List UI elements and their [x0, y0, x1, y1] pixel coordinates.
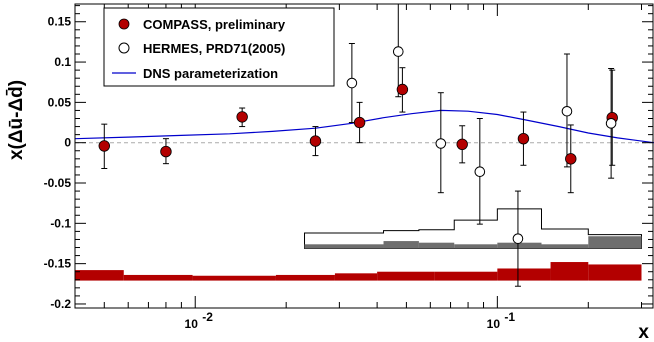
y-tick-label-0: 0.15 — [48, 15, 72, 29]
band-0-step-9 — [588, 264, 642, 281]
compass-point-6 — [456, 138, 468, 151]
systematic-bands — [75, 208, 642, 281]
y-tick-label-6: -0.15 — [44, 257, 72, 271]
x-tick-exponent-0: -2 — [202, 310, 213, 324]
hermes-point-3 — [474, 166, 486, 178]
band-1-step-3 — [454, 220, 498, 249]
y-tick-label-1: 0.1 — [54, 55, 71, 69]
hermes-point-6 — [605, 118, 617, 129]
band-0-step-5 — [377, 271, 435, 281]
y-tick-label-4: -0.05 — [44, 176, 72, 190]
compass-point-4 — [353, 116, 366, 129]
band-1-step-5 — [541, 228, 589, 249]
dns-curve — [74, 109, 654, 144]
band-2-step-2 — [418, 242, 455, 249]
legend: COMPASS, preliminary HERMES, PRD71(2005)… — [103, 7, 335, 87]
band-0-step-8 — [550, 262, 589, 281]
compass-point-3 — [309, 135, 322, 147]
compass-point-1 — [160, 145, 172, 158]
compass-point-5 — [396, 83, 409, 96]
y-tick-label-7: -0.2 — [50, 297, 71, 311]
band-2-step-6 — [588, 236, 642, 249]
band-0-step-2 — [192, 275, 276, 281]
band-0-step-1 — [123, 274, 193, 281]
band-0-step-0 — [75, 270, 124, 281]
hermes-point-0 — [346, 77, 358, 89]
band-0-step-6 — [434, 271, 498, 281]
band-2-step-4 — [497, 242, 542, 249]
hermes-point-2 — [435, 138, 447, 149]
compass-point-8 — [565, 153, 577, 165]
dns-curve-group — [74, 109, 654, 144]
y-tick-label-2: 0.05 — [48, 95, 72, 109]
legend-marker-compass — [118, 18, 130, 30]
legend-label-compass: COMPASS, preliminary — [143, 17, 286, 32]
hermes-point-5 — [561, 105, 573, 117]
x-tick-exponent-1: -1 — [504, 310, 515, 324]
legend-box — [103, 7, 335, 87]
y-tick-label-3: 0 — [64, 136, 71, 150]
band-0-step-3 — [275, 274, 335, 281]
band-1-outline — [304, 208, 642, 249]
legend-marker-hermes — [118, 42, 130, 54]
band-0-step-7 — [497, 268, 551, 281]
band-2-step-5 — [541, 244, 589, 249]
band-2-step-0 — [304, 244, 384, 249]
y-tick-label-5: -0.1 — [50, 216, 71, 230]
band-2-step-1 — [383, 241, 419, 249]
compass-point-0 — [98, 140, 110, 152]
axis-ticks — [74, 4, 653, 308]
x-tick-labels: 10 -2 10 -1 — [185, 310, 516, 331]
plot-frame — [74, 3, 654, 309]
y-tick-labels: 0.15 0.1 0.05 0 -0.05 -0.1 -0.15 -0.2 — [44, 15, 72, 311]
y-axis-title: x(Δū-Δd̄) — [6, 80, 27, 160]
hermes-point-1 — [392, 46, 404, 57]
band-2-step-3 — [454, 244, 498, 249]
compass-point-2 — [236, 111, 248, 123]
legend-label-dns: DNS parameterization — [143, 66, 278, 81]
band-0-step-4 — [334, 273, 378, 281]
x-axis-title: x — [638, 322, 649, 342]
x-tick-label-1: 10 — [487, 317, 501, 331]
hermes-point-4 — [512, 233, 524, 244]
compass-point-7 — [517, 132, 530, 145]
data-points — [98, 46, 618, 244]
x-tick-label-0: 10 — [185, 317, 199, 331]
legend-label-hermes: HERMES, PRD71(2005) — [143, 41, 285, 56]
